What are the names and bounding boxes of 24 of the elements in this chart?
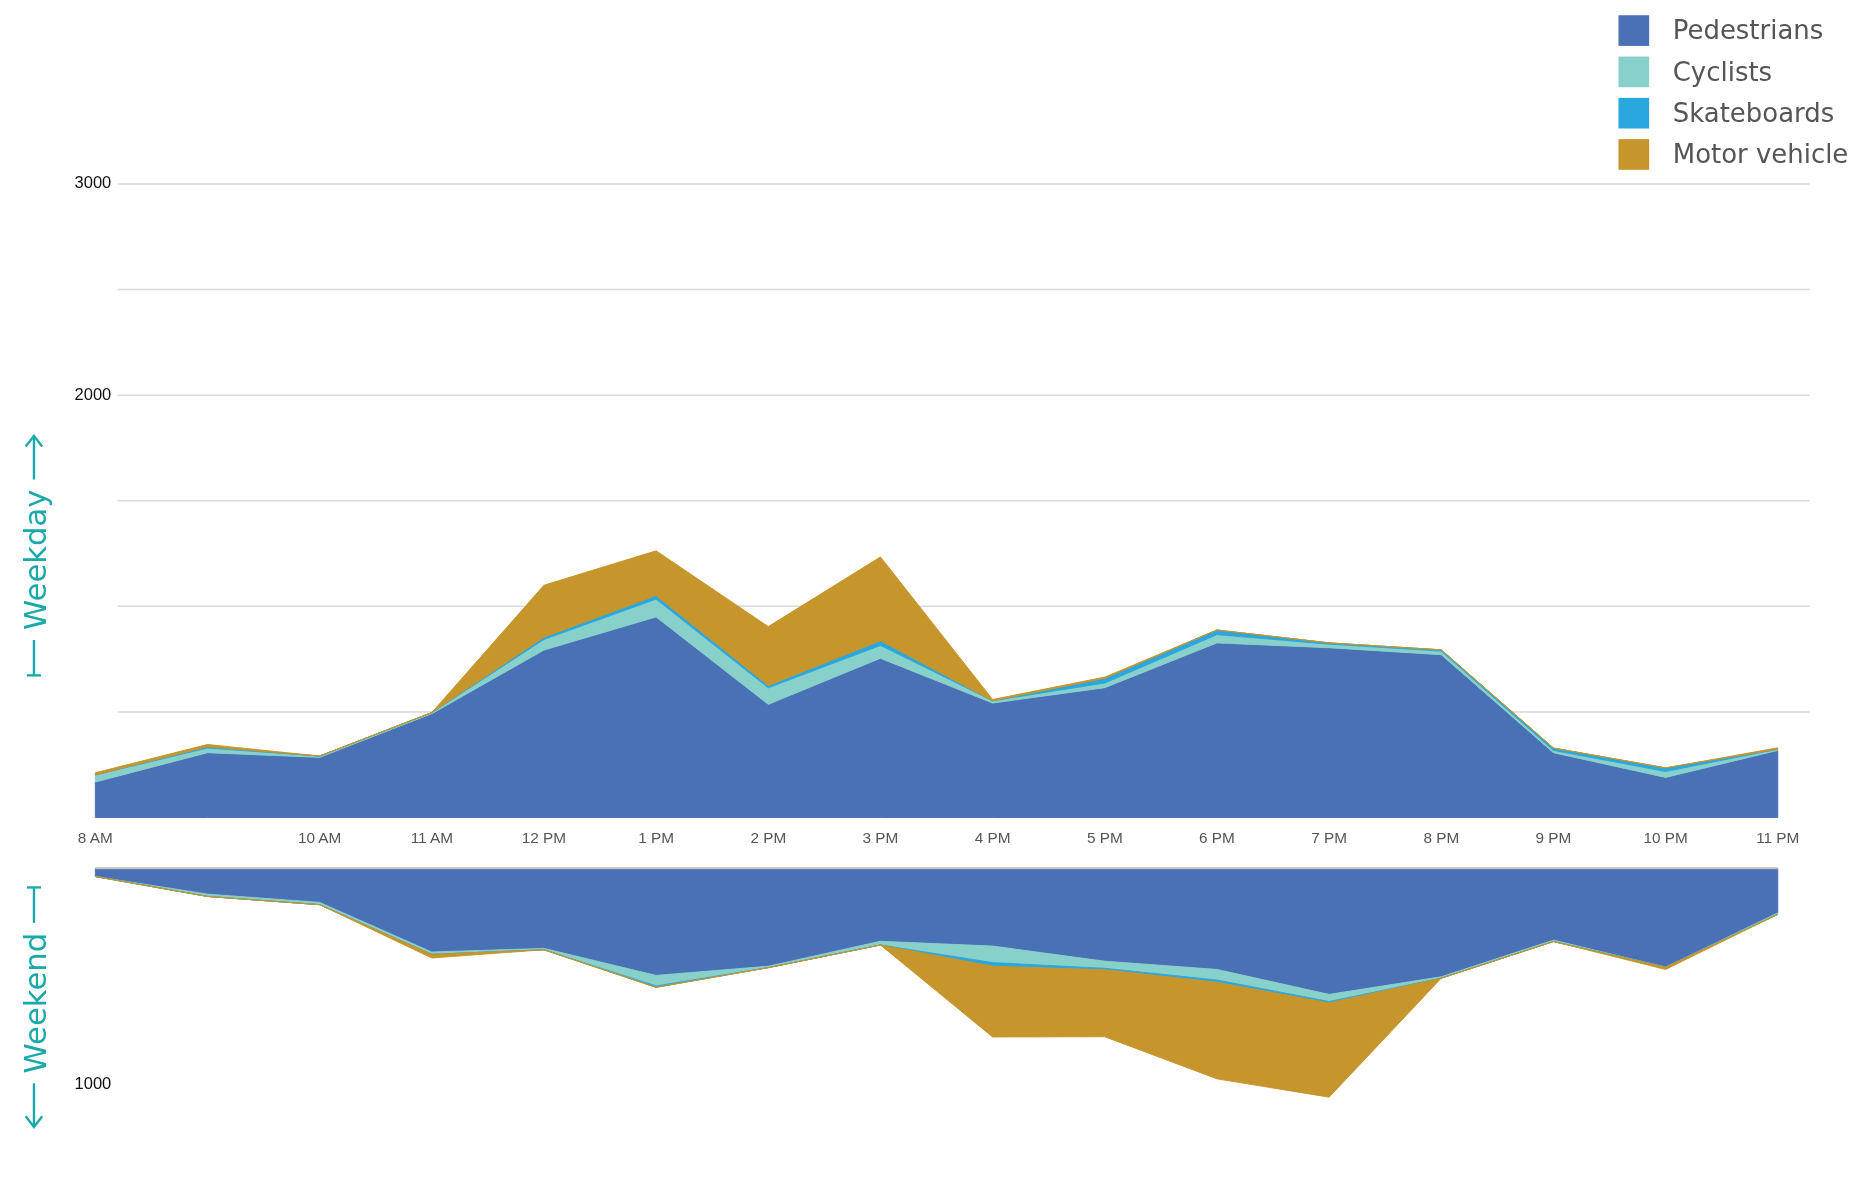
x-tick-label: 9 PM <box>1535 829 1572 847</box>
x-tick-label: 10 AM <box>297 829 342 847</box>
y-tick-label: 3000 <box>74 173 112 192</box>
legend-label: Pedestrians <box>1672 15 1824 46</box>
y-axis-title: Weekend <box>17 932 53 1074</box>
x-tick-label: 5 PM <box>1086 829 1123 847</box>
legend-label: Motor vehicle <box>1672 139 1849 170</box>
annotation: 1000 <box>74 1073 112 1092</box>
legend-label: Skateboards <box>1672 97 1835 128</box>
x-tick-label: 10 PM <box>1643 829 1688 847</box>
x-tick-label: 8 PM <box>1423 829 1460 847</box>
x-tick-label: 12 PM <box>521 829 567 847</box>
x-tick-label: 1 PM <box>638 829 675 847</box>
x-tick-label: 8 AM <box>77 829 113 847</box>
x-tick-label: 11 AM <box>410 829 453 847</box>
x-tick-label: 7 PM <box>1311 829 1347 847</box>
y-tick-label: 2000 <box>74 384 112 403</box>
x-tick-label: 6 PM <box>1199 829 1235 847</box>
legend-label: Cyclists <box>1672 56 1773 87</box>
y-axis-title: Weekday <box>17 489 53 630</box>
x-tick-label: 3 PM <box>862 829 899 847</box>
x-tick-label: 2 PM <box>750 829 787 847</box>
x-tick-label: 4 PM <box>974 829 1011 847</box>
x-tick-label: 11 PM <box>1756 829 1800 847</box>
